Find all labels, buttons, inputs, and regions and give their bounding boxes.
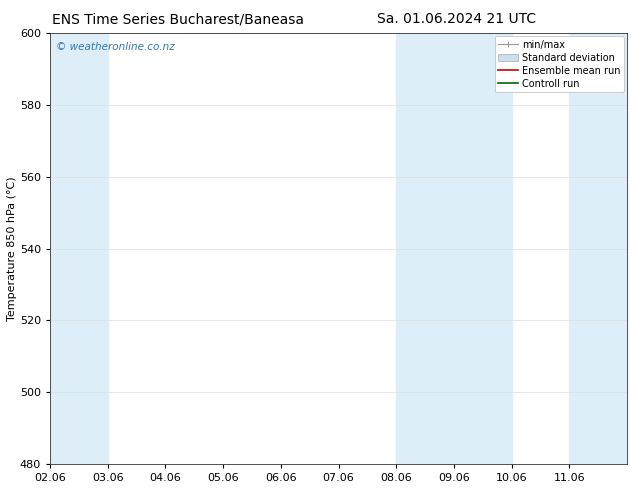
Bar (50, 33, 108, 464)
Text: ENS Time Series Bucharest/Baneasa: ENS Time Series Bucharest/Baneasa (51, 12, 304, 26)
Bar (396, 33, 512, 464)
Bar (569, 33, 627, 464)
Y-axis label: Temperature 850 hPa (°C): Temperature 850 hPa (°C) (7, 176, 17, 321)
Text: © weatheronline.co.nz: © weatheronline.co.nz (56, 42, 174, 51)
Text: Sa. 01.06.2024 21 UTC: Sa. 01.06.2024 21 UTC (377, 12, 536, 26)
Legend: min/max, Standard deviation, Ensemble mean run, Controll run: min/max, Standard deviation, Ensemble me… (495, 36, 624, 93)
